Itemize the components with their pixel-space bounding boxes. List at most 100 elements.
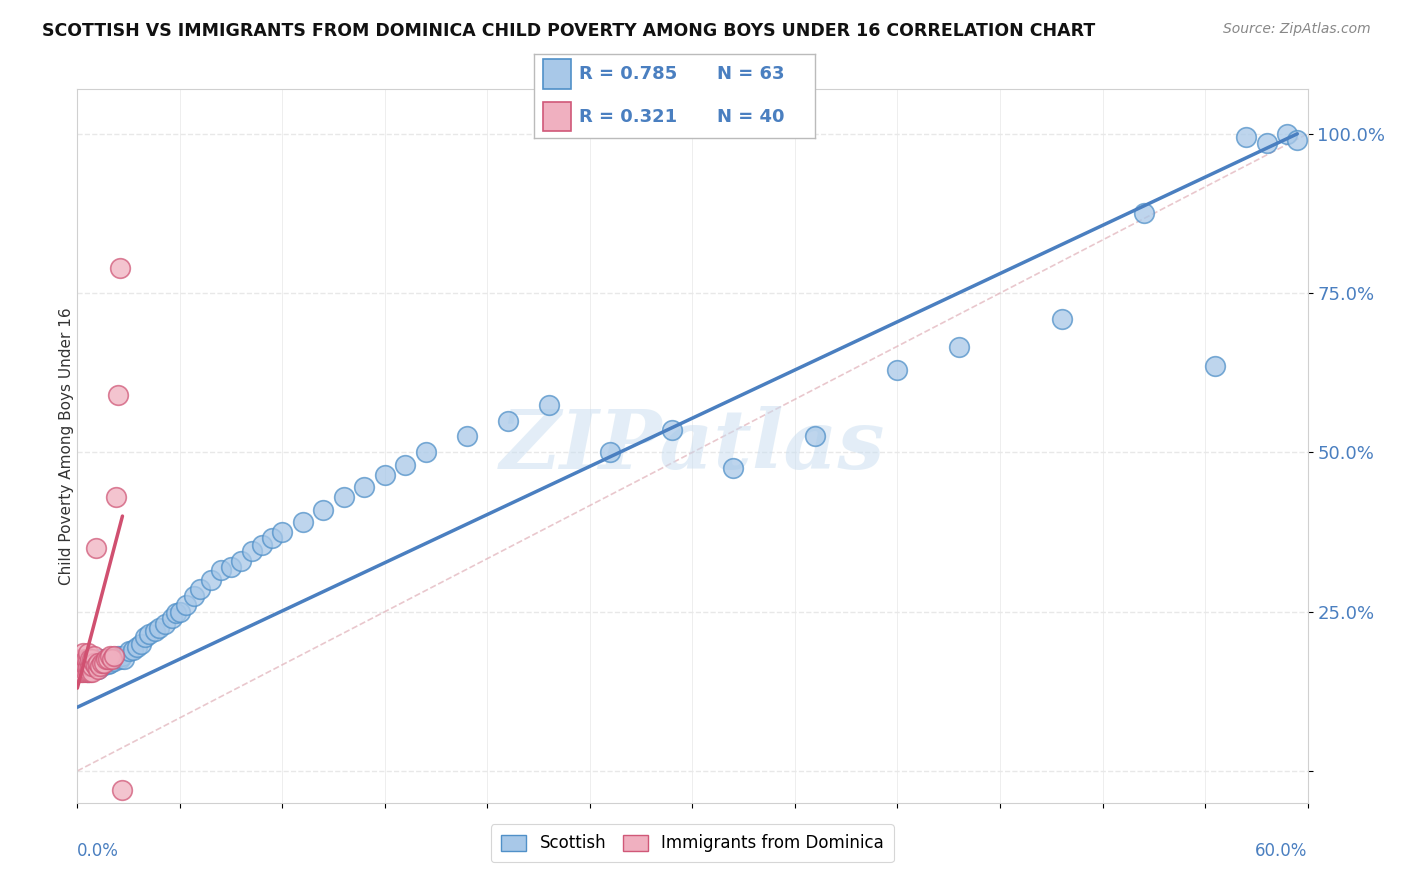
Point [723, 461, 745, 475]
Point [76, 646, 98, 660]
Point [76, 665, 98, 680]
Text: 60.0%: 60.0% [1256, 842, 1308, 860]
Point [76, 665, 98, 680]
Point [79, 658, 101, 673]
Point [72, 665, 94, 680]
Point [200, 573, 222, 587]
Point [599, 445, 621, 459]
Point [87, 662, 110, 676]
Point [105, 650, 128, 665]
Point [1050, 311, 1073, 326]
Point [76, 658, 98, 673]
Point [231, 554, 253, 568]
Point [107, 388, 129, 402]
Point [155, 617, 177, 632]
Point [110, 652, 132, 666]
Point [75, 665, 97, 680]
Point [111, 649, 134, 664]
Point [456, 429, 478, 443]
Point [80, 665, 103, 680]
Point [97, 652, 120, 666]
Y-axis label: Child Poverty Among Boys Under 16: Child Poverty Among Boys Under 16 [59, 307, 73, 585]
Text: R = 0.785: R = 0.785 [579, 65, 678, 83]
Point [129, 636, 152, 650]
Point [70, 658, 93, 673]
Point [1132, 206, 1154, 220]
Point [209, 563, 232, 577]
Point [80, 662, 103, 676]
Point [312, 502, 335, 516]
Point [169, 605, 191, 619]
Point [415, 445, 437, 459]
Point [219, 560, 242, 574]
Text: N = 63: N = 63 [717, 65, 785, 83]
Point [160, 611, 183, 625]
Point [134, 630, 156, 644]
Point [105, 490, 128, 504]
Point [93, 656, 115, 670]
Point [174, 599, 197, 613]
Point [1234, 130, 1257, 145]
Point [98, 649, 121, 664]
Point [886, 362, 908, 376]
Legend: Scottish, Immigrants from Dominica: Scottish, Immigrants from Dominica [491, 824, 894, 863]
Point [262, 532, 284, 546]
Point [84, 658, 107, 673]
Text: Source: ZipAtlas.com: Source: ZipAtlas.com [1223, 22, 1371, 37]
Point [496, 413, 519, 427]
Point [84, 541, 107, 555]
Point [661, 423, 683, 437]
Point [79, 665, 101, 680]
Point [165, 606, 187, 620]
Point [70, 652, 93, 666]
Point [80, 652, 103, 666]
Point [97, 657, 120, 671]
Point [101, 652, 124, 666]
Point [83, 649, 105, 664]
Point [93, 656, 115, 670]
Point [72, 646, 94, 660]
Text: N = 40: N = 40 [717, 108, 785, 126]
Point [111, 783, 134, 797]
Text: SCOTTISH VS IMMIGRANTS FROM DOMINICA CHILD POVERTY AMONG BOYS UNDER 16 CORRELATI: SCOTTISH VS IMMIGRANTS FROM DOMINICA CHI… [42, 22, 1095, 40]
Point [1286, 133, 1309, 147]
Point [121, 643, 143, 657]
Point [79, 652, 101, 666]
Point [353, 480, 375, 494]
FancyBboxPatch shape [543, 102, 571, 131]
Text: R = 0.321: R = 0.321 [579, 108, 678, 126]
Point [90, 658, 114, 673]
Point [250, 538, 273, 552]
Point [240, 544, 263, 558]
Point [89, 652, 111, 666]
Point [271, 524, 294, 539]
Point [80, 658, 103, 673]
Point [67, 665, 90, 680]
Point [103, 649, 125, 664]
Point [76, 652, 98, 666]
Point [138, 627, 160, 641]
Point [75, 652, 97, 666]
Point [183, 589, 205, 603]
Point [394, 458, 416, 472]
Point [804, 429, 827, 443]
Point [94, 652, 117, 666]
Point [70, 665, 93, 680]
Point [1204, 359, 1226, 374]
Point [87, 656, 110, 670]
Point [103, 654, 125, 668]
Point [101, 652, 124, 666]
Point [148, 621, 170, 635]
Point [98, 656, 121, 670]
Point [374, 467, 396, 482]
Point [90, 656, 114, 670]
Point [114, 652, 136, 666]
Point [87, 662, 110, 676]
Point [125, 640, 148, 654]
Point [94, 652, 117, 666]
FancyBboxPatch shape [543, 60, 571, 89]
Text: 0.0%: 0.0% [77, 842, 120, 860]
Text: ZIPatlas: ZIPatlas [499, 406, 886, 486]
Point [1275, 127, 1298, 141]
Point [72, 652, 94, 666]
